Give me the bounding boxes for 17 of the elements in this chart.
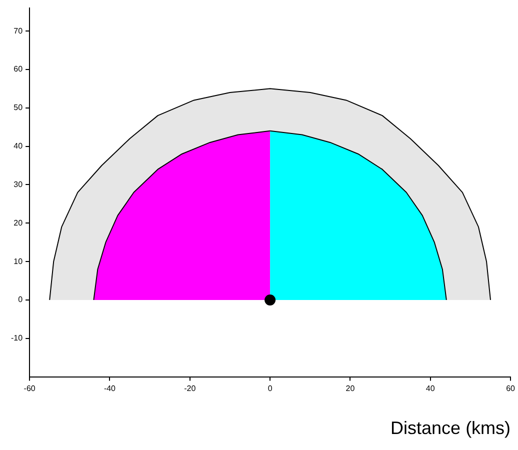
x-tick-label: 40 — [426, 384, 436, 393]
y-tick-label: 10 — [14, 256, 24, 266]
x-tick-label: 20 — [346, 384, 356, 393]
x-tick-label: 0 — [268, 384, 273, 393]
y-tick-label: -10 — [11, 334, 24, 343]
y-tick-label: 60 — [14, 64, 24, 74]
y-tick-label: 0 — [18, 295, 24, 304]
x-tick-label: 60 — [506, 384, 516, 393]
y-tick-label: 70 — [14, 26, 24, 36]
x-tick-label: -60 — [24, 384, 36, 393]
y-tick-label: 30 — [14, 180, 24, 189]
x-axis-title: Distance (kms) — [390, 418, 511, 438]
x-tick-label: -40 — [104, 384, 116, 393]
y-tick-label: 50 — [14, 103, 24, 112]
y-tick-label: 40 — [14, 142, 24, 151]
y-tick-label: 20 — [14, 218, 24, 228]
x-tick-label: -20 — [184, 384, 196, 393]
